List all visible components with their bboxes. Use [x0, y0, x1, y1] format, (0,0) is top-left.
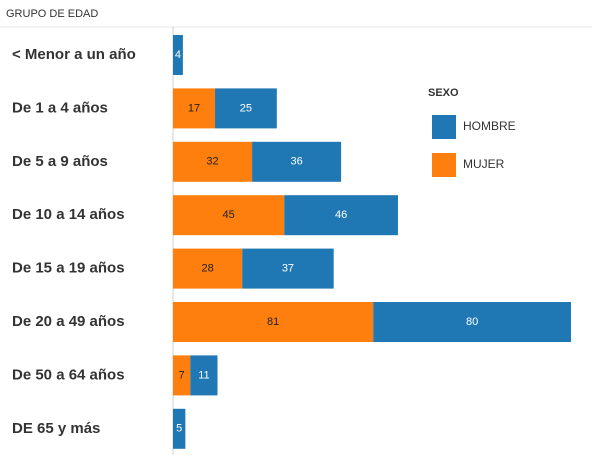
bar	[173, 35, 183, 75]
value-label: 17	[188, 102, 200, 114]
bar	[190, 355, 218, 396]
bar	[173, 408, 186, 449]
category-label: De 20 a 49 años	[12, 313, 125, 330]
value-label: 25	[240, 102, 252, 114]
category-label: De 5 a 9 años	[12, 153, 108, 170]
legend-swatch	[432, 115, 456, 139]
bar	[173, 302, 374, 342]
value-label: 4	[175, 49, 181, 61]
bar	[173, 195, 285, 236]
bar	[173, 355, 191, 396]
value-label: 46	[335, 209, 347, 221]
axis-title: GRUPO DE EDAD	[6, 8, 98, 20]
value-label: 7	[179, 369, 185, 381]
category-label: De 1 a 4 años	[12, 99, 108, 116]
bar	[252, 141, 342, 182]
bar	[284, 195, 398, 236]
legend-title: SEXO	[428, 87, 459, 99]
legend-label: HOMBRE	[463, 119, 516, 133]
category-label: De 10 a 14 años	[12, 206, 125, 223]
value-label: 11	[198, 369, 209, 381]
value-label: 81	[267, 316, 279, 328]
bar	[373, 302, 571, 342]
value-label: 37	[282, 263, 294, 275]
bar	[242, 248, 334, 289]
value-label: 28	[201, 263, 213, 275]
value-label: 36	[290, 156, 302, 168]
category-label: De 50 a 64 años	[12, 366, 125, 383]
category-label: De 15 a 19 años	[12, 260, 125, 277]
legend-swatch	[432, 153, 456, 177]
value-label: 32	[206, 156, 218, 168]
bar	[173, 88, 216, 129]
bar	[215, 88, 277, 129]
bar	[173, 248, 243, 289]
bar	[173, 141, 253, 182]
value-label: 45	[222, 209, 234, 221]
value-label: 80	[466, 316, 478, 328]
category-label: < Menor a un año	[12, 46, 136, 63]
legend-label: MUJER	[463, 157, 505, 171]
value-label: 5	[176, 423, 182, 435]
category-label: DE 65 y más	[12, 420, 100, 437]
